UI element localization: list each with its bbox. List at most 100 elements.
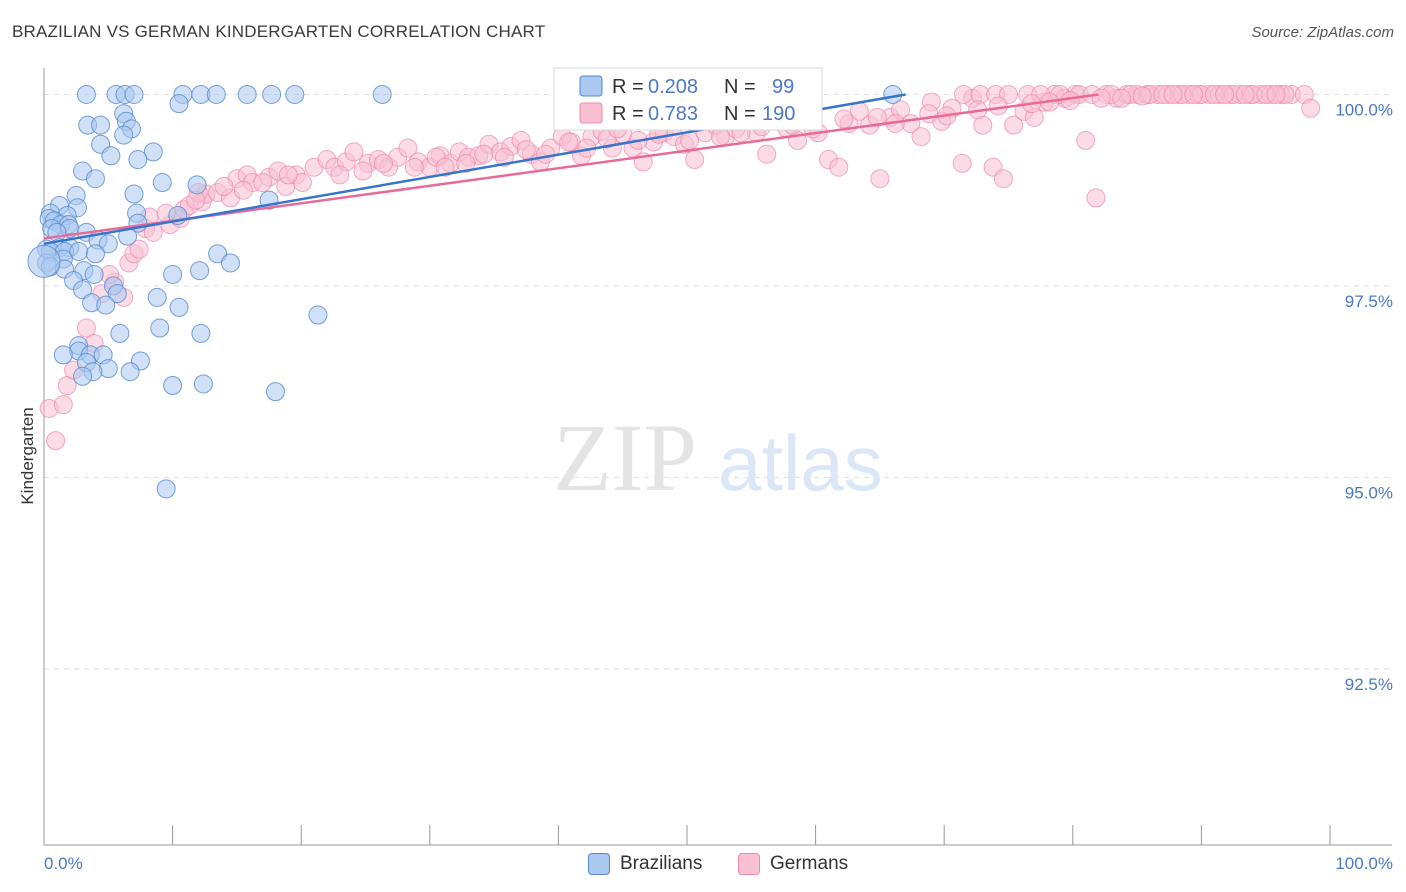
point-brazilians-21 (101, 146, 121, 166)
point-germans-13 (129, 239, 149, 259)
x-tick-label-1: 100.0% (1335, 854, 1393, 873)
point-brazilians-84 (98, 359, 118, 379)
point-brazilians-9 (285, 84, 305, 104)
point-germans-157 (559, 132, 579, 152)
point-brazilians-75 (191, 323, 211, 343)
legend-swatch-germans-bottom (738, 853, 760, 875)
legend-r-label-brazilians: R = (612, 76, 644, 98)
point-brazilians-54 (85, 244, 105, 264)
point-germans-91 (911, 127, 931, 147)
point-brazilians-47 (98, 234, 118, 254)
point-germans-179 (1091, 88, 1111, 108)
point-germans-180 (1112, 88, 1132, 108)
point-germans-83 (829, 157, 849, 177)
point-brazilians-87 (120, 362, 140, 382)
watermark-zip: ZIP (553, 404, 697, 511)
point-brazilians-18 (114, 125, 134, 145)
point-germans-100 (1004, 115, 1024, 135)
y-tick-label-3: 100.0% (1335, 100, 1393, 119)
point-germans-153 (474, 144, 494, 164)
point-germans-188 (353, 161, 373, 181)
point-germans-185 (1235, 84, 1255, 104)
point-germans-183 (1184, 84, 1204, 104)
point-germans-156 (536, 144, 556, 164)
legend-label-brazilians: Brazilians (620, 853, 703, 874)
point-brazilians-12 (169, 94, 189, 114)
point-germans-181 (1132, 86, 1152, 106)
point-germans-184 (1215, 84, 1235, 104)
point-brazilians-16 (91, 115, 111, 135)
point-brazilians-74 (150, 318, 170, 338)
legend-r-value-brazilians: 0.208 (648, 76, 698, 98)
point-germans-69 (685, 150, 705, 170)
point-germans-155 (516, 140, 536, 160)
legend-swatch-germans (579, 102, 603, 124)
correlation-legend: R = 0.208 N = 99 R = 0.783 N = 190 (553, 67, 823, 131)
point-brazilians-68 (107, 284, 127, 304)
legend-r-label-germans: R = (612, 103, 644, 125)
point-brazilians-80 (53, 345, 73, 365)
point-germans-190 (404, 157, 424, 177)
point-germans-186 (1266, 84, 1286, 104)
point-brazilians-86 (73, 366, 93, 386)
chart-title: BRAZILIAN VS GERMAN KINDERGARTEN CORRELA… (12, 22, 546, 41)
point-germans-175 (988, 96, 1008, 116)
point-brazilians-73 (308, 305, 328, 325)
point-germans-1 (53, 395, 73, 415)
point-germans-178 (1060, 91, 1080, 111)
legend-label-germans: Germans (770, 853, 849, 874)
point-brazilians-71 (96, 295, 116, 315)
point-germans-198 (233, 180, 253, 200)
point-germans-154 (494, 147, 514, 167)
point-brazilians-90 (265, 382, 285, 402)
point-germans-193 (214, 176, 234, 196)
point-germans-2 (46, 431, 66, 451)
watermark: ZIP atlas (553, 404, 883, 511)
point-germans-6 (76, 318, 96, 338)
point-brazilians-25 (152, 173, 172, 193)
point-brazilians-10 (372, 84, 392, 104)
series-brazilians (27, 84, 903, 499)
point-germans-187 (330, 165, 350, 185)
point-germans-41 (398, 138, 418, 158)
x-tick-labels: 0.0% 100.0% (44, 854, 1393, 873)
x-tick-label-0: 0.0% (44, 854, 83, 873)
legend-swatch-brazilians-bottom (588, 853, 610, 875)
point-brazilians-3 (124, 84, 144, 104)
point-germans-192 (253, 173, 273, 193)
y-tick-label-1: 95.0% (1345, 483, 1393, 502)
point-brazilians-58 (220, 253, 240, 273)
legend-r-value-germans: 0.783 (648, 103, 698, 125)
point-germans-189 (374, 153, 394, 173)
point-brazilians-0 (76, 84, 96, 104)
point-germans-128 (953, 84, 973, 104)
point-brazilians-27 (124, 184, 144, 204)
point-brazilians-24 (85, 169, 105, 189)
point-germans-149 (1301, 98, 1321, 118)
point-germans-152 (456, 153, 476, 173)
point-brazilians-7 (237, 84, 257, 104)
point-brazilians-72 (169, 297, 189, 317)
legend-swatch-brazilians (579, 75, 603, 97)
watermark-atlas: atlas (718, 419, 883, 507)
legend-n-value-brazilians: 99 (772, 76, 794, 98)
point-germans-107 (1076, 130, 1096, 150)
point-germans-76 (757, 144, 777, 164)
legend-n-value-germans: 190 (762, 103, 795, 125)
legend-n-label-brazilians: N = (724, 76, 756, 98)
point-brazilians-8 (262, 84, 282, 104)
point-germans-95 (952, 153, 972, 173)
point-germans-191 (278, 165, 298, 185)
point-germans-169 (834, 109, 854, 129)
point-brazilians-55 (208, 244, 228, 264)
point-brazilians-20 (143, 142, 163, 162)
axes (43, 68, 1392, 846)
point-germans-170 (867, 107, 887, 127)
point-brazilians-22 (128, 150, 148, 170)
point-germans-99 (993, 169, 1013, 189)
point-germans-108 (1086, 188, 1106, 208)
point-brazilians-cluster (27, 244, 61, 278)
point-brazilians-62 (190, 261, 210, 281)
legend-item-germans: Germans (738, 852, 848, 876)
